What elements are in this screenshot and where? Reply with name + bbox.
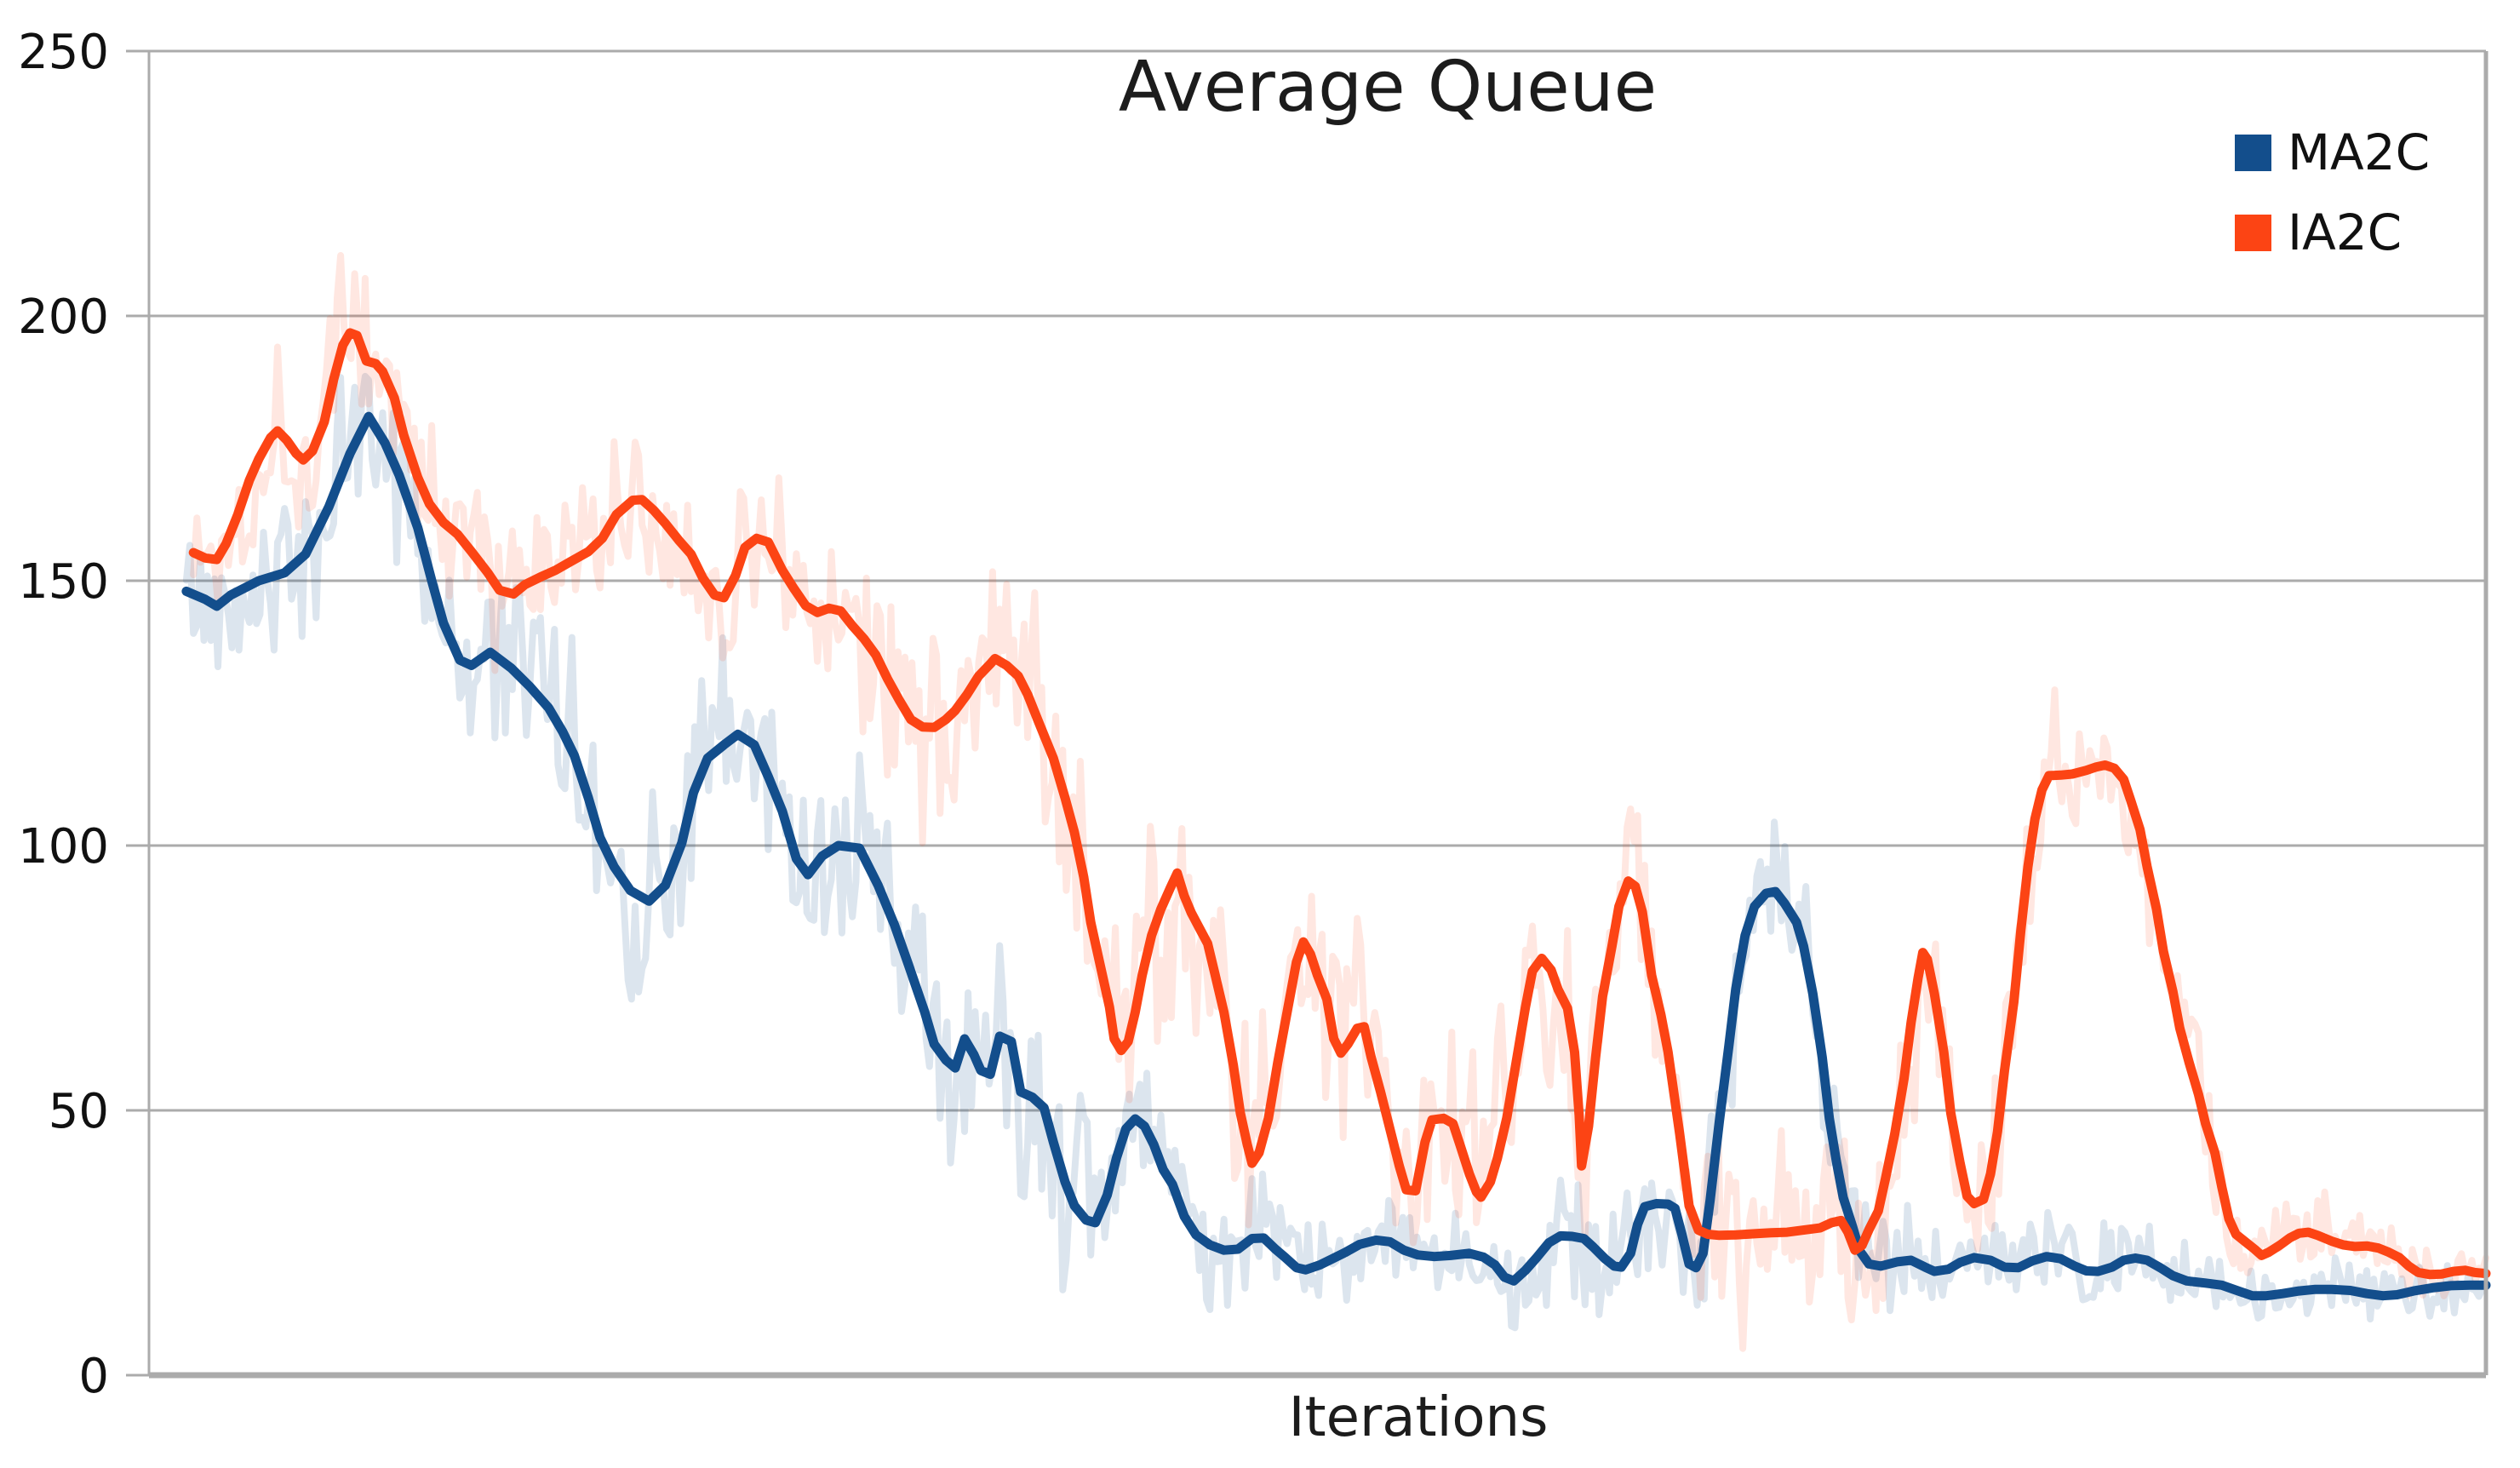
legend-swatch-ia2c-icon: [2235, 215, 2271, 251]
legend-label-ma2c: MA2C: [2288, 123, 2430, 181]
axis-layer: [126, 49, 2488, 1377]
y-tick-label-100: 100: [18, 819, 109, 874]
y-tick-label-50: 50: [49, 1084, 109, 1139]
y-tick-label-150: 150: [18, 554, 109, 610]
y-tick-label-0: 0: [78, 1349, 109, 1404]
legend-swatch-ma2c-icon: [2235, 135, 2271, 171]
y-tick-labels: 0 50 100 150 200 250: [18, 25, 109, 1404]
legend-item-ma2c: MA2C: [2235, 123, 2430, 181]
legend-item-ia2c: IA2C: [2235, 204, 2402, 261]
y-tick-label-250: 250: [18, 25, 109, 80]
ia2c-line: [188, 328, 2491, 1280]
x-axis-label: Iterations: [1289, 1386, 1549, 1449]
ma2c-line: [181, 411, 2491, 1301]
series-layer: [181, 252, 2491, 1352]
y-tick-label-200: 200: [18, 290, 109, 345]
legend: MA2C IA2C: [2235, 123, 2430, 261]
ia2c-raw-trace: [190, 252, 2489, 1352]
legend-label-ia2c: IA2C: [2288, 204, 2402, 261]
chart-title: Average Queue: [1119, 47, 1657, 128]
